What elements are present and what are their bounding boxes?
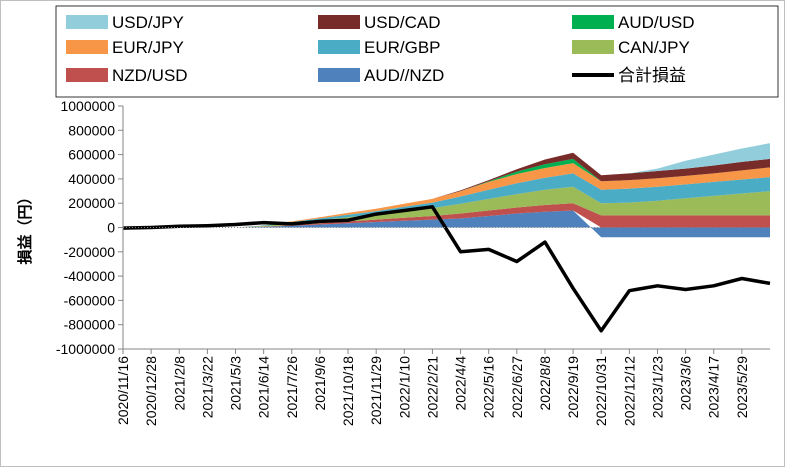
y-tick-label: 800000 — [68, 122, 115, 138]
x-tick-label: 2022/2/21 — [424, 356, 440, 418]
x-tick-label: 2023/4/17 — [706, 356, 722, 418]
line-layers — [122, 205, 771, 333]
area-eur-gbp — [123, 173, 770, 228]
y-tick-label: -1000000 — [56, 341, 115, 357]
legend-label: NZD/USD — [112, 66, 188, 85]
legend-swatch-aud-nzd — [318, 68, 360, 82]
x-tick-label: 2021/5/3 — [228, 356, 244, 411]
x-tick-label: 2022/10/31 — [593, 356, 609, 426]
legend-label: AUD/USD — [618, 13, 695, 32]
legend-swatch-can-jpy — [572, 40, 614, 54]
x-tick-label: 2021/6/14 — [256, 356, 272, 418]
y-tick-label: -400000 — [64, 268, 116, 284]
x-tick-label: 2022/4/4 — [453, 356, 469, 411]
y-ticks: 1000000 800000 600000 400000 200000 0 -200000 -… — [56, 98, 123, 357]
x-tick-label: 2021/3/22 — [199, 356, 215, 418]
legend-swatch-aud-usd — [572, 15, 614, 29]
x-tick-label: 2021/9/6 — [312, 356, 328, 411]
y-tick-label: -800000 — [64, 317, 116, 333]
y-tick-label: -200000 — [64, 244, 116, 260]
area-nzd-usd — [123, 203, 770, 228]
x-tick-label: 2022/6/27 — [509, 356, 525, 418]
area-eur-jpy — [123, 163, 770, 228]
legend-swatch-eur-jpy — [66, 40, 108, 54]
x-tick-label: 2022/9/19 — [565, 356, 581, 418]
legend-swatch-eur-gbp — [318, 40, 360, 54]
legend-label: EUR/JPY — [112, 38, 184, 57]
y-tick-label: 600000 — [68, 147, 115, 163]
y-tick-label: -600000 — [64, 292, 116, 308]
y-tick-label: 400000 — [68, 171, 115, 187]
legend-label: USD/JPY — [112, 13, 184, 32]
legend-swatch-usd-cad — [318, 15, 360, 29]
y-tick-label: 200000 — [68, 195, 115, 211]
legend-box — [55, 5, 779, 98]
x-tick-label: 2023/1/23 — [650, 356, 666, 418]
legend-swatch-nzd-usd — [66, 68, 108, 82]
x-tick-label: 2021/2/8 — [171, 356, 187, 411]
legend-label: CAN/JPY — [618, 38, 690, 57]
x-tick-label: 2020/12/28 — [143, 356, 159, 426]
legend-label: 合計損益 — [618, 66, 686, 85]
x-tick-label: 2022/5/16 — [481, 356, 497, 418]
legend-label: EUR/GBP — [364, 38, 441, 57]
legend-label: AUD//NZD — [364, 66, 444, 85]
line-total-pnl — [122, 205, 771, 333]
y-tick-label: 1000000 — [60, 98, 115, 114]
area-aud-nzd — [123, 210, 770, 238]
x-tick-label: 2023/3/6 — [678, 356, 694, 411]
x-tick-label: 2022/8/8 — [537, 356, 553, 411]
x-tick-label: 2022/1/10 — [396, 356, 412, 418]
legend-label: USD/CAD — [364, 13, 441, 32]
y-tick-label: 0 — [107, 220, 115, 236]
x-tick-label: 2021/11/29 — [368, 356, 384, 425]
x-tick-label: 2023/5/29 — [734, 356, 750, 418]
x-tick-label: 2021/10/18 — [340, 356, 356, 426]
y-axis-title: 損益（円） — [16, 189, 34, 264]
legend-swatch-usd-jpy — [66, 15, 108, 29]
x-tick-label: 2021/7/26 — [284, 356, 300, 418]
x-tick-label: 2022/12/12 — [621, 356, 637, 426]
x-tick-label: 2020/11/16 — [115, 356, 131, 425]
area-can-jpy — [123, 186, 770, 228]
x-ticks: 2020/11/16 2020/12/28 2021/2/8 2021/3/22 202… — [115, 349, 750, 426]
legend: USD/JPY USD/CAD AUD/USD EUR/JPY EUR/GBP CAN/J… — [66, 13, 695, 85]
area-layers — [123, 143, 770, 238]
